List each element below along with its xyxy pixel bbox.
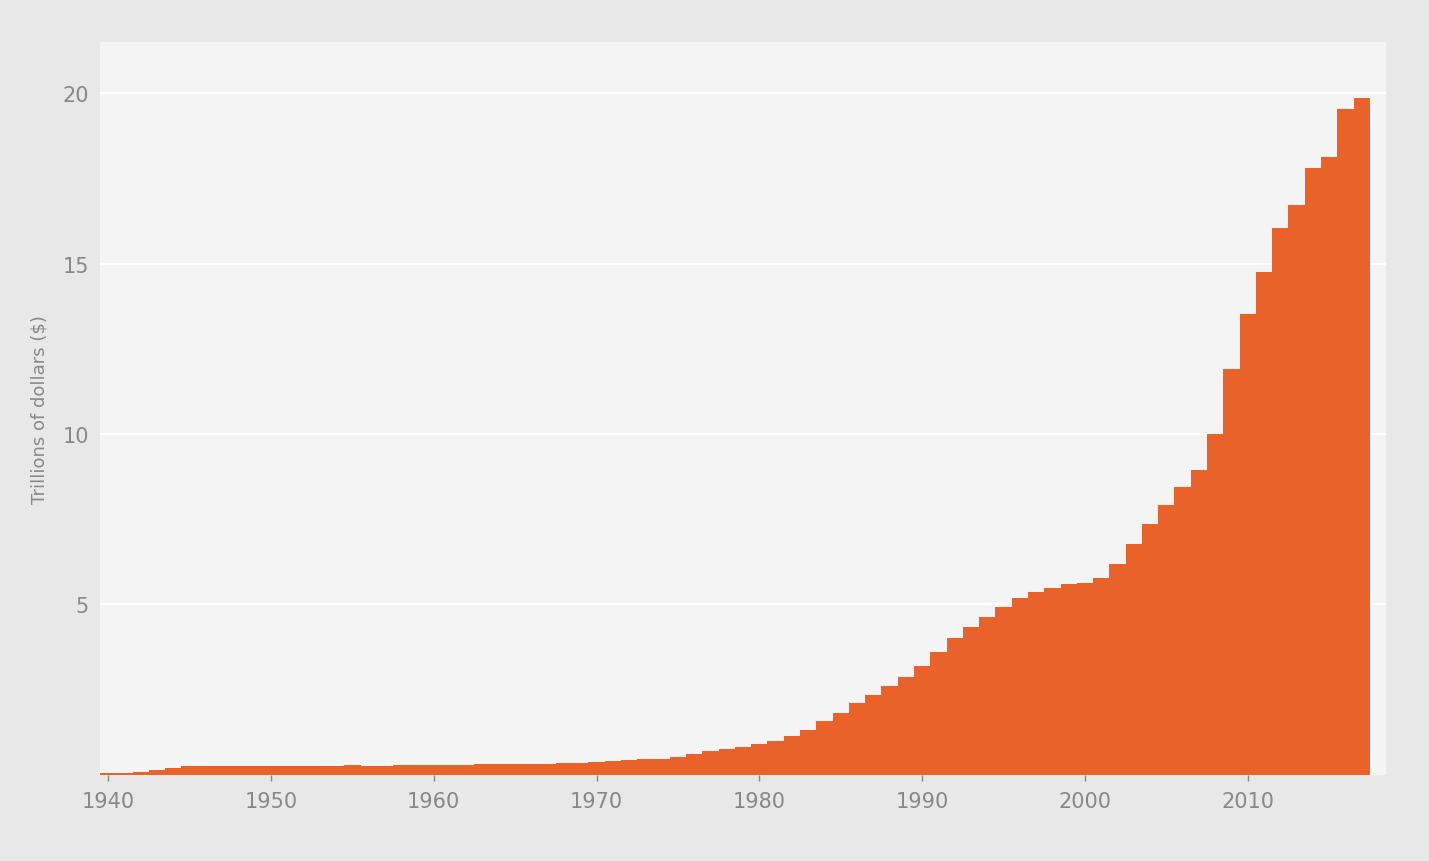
Bar <box>604 761 622 775</box>
Bar <box>327 765 344 775</box>
Bar <box>1175 487 1190 775</box>
Bar <box>670 757 686 775</box>
Bar <box>540 764 556 775</box>
Bar <box>1060 584 1077 775</box>
Bar <box>1305 170 1320 775</box>
Bar <box>166 768 181 775</box>
Bar <box>474 765 490 775</box>
Bar <box>296 766 312 775</box>
Bar <box>735 746 752 775</box>
Bar <box>915 666 930 775</box>
Y-axis label: Trillions of dollars ($): Trillions of dollars ($) <box>30 314 49 504</box>
Bar <box>490 765 507 775</box>
Bar <box>882 686 897 775</box>
Bar <box>752 744 767 775</box>
Bar <box>426 765 442 775</box>
Bar <box>572 763 589 775</box>
Bar <box>459 765 474 775</box>
Bar <box>214 766 230 775</box>
Bar <box>719 749 735 775</box>
Bar <box>930 653 946 775</box>
Bar <box>377 765 393 775</box>
Bar <box>767 741 783 775</box>
Bar <box>393 765 409 775</box>
Bar <box>1027 592 1045 775</box>
Bar <box>703 751 719 775</box>
Bar <box>849 703 865 775</box>
Bar <box>800 730 816 775</box>
Bar <box>1126 545 1142 775</box>
Bar <box>1353 99 1370 775</box>
Bar <box>197 765 214 775</box>
Bar <box>1223 369 1239 775</box>
Bar <box>783 736 800 775</box>
Bar <box>247 766 263 775</box>
Bar <box>897 678 915 775</box>
Bar <box>865 695 882 775</box>
Bar <box>1109 564 1126 775</box>
Bar <box>344 765 360 775</box>
Bar <box>312 765 327 775</box>
Bar <box>409 765 426 775</box>
Bar <box>263 766 279 775</box>
Bar <box>622 760 637 775</box>
Bar <box>181 766 197 775</box>
Bar <box>963 627 979 775</box>
Bar <box>946 639 963 775</box>
Bar <box>1320 158 1338 775</box>
Bar <box>1289 206 1305 775</box>
Bar <box>1256 272 1272 775</box>
Bar <box>686 753 703 775</box>
Bar <box>653 759 670 775</box>
Bar <box>523 764 540 775</box>
Bar <box>556 763 572 775</box>
Bar <box>1208 435 1223 775</box>
Bar <box>360 765 377 775</box>
Bar <box>230 766 247 775</box>
Bar <box>979 616 996 775</box>
Bar <box>816 722 833 775</box>
Bar <box>833 713 849 775</box>
Bar <box>1012 598 1027 775</box>
Bar <box>100 773 116 775</box>
Bar <box>149 771 166 775</box>
Bar <box>1045 588 1060 775</box>
Bar <box>637 759 653 775</box>
Bar <box>1159 505 1175 775</box>
Bar <box>116 773 133 775</box>
Bar <box>507 764 523 775</box>
Bar <box>1338 110 1353 775</box>
Bar <box>1272 228 1289 775</box>
Bar <box>996 607 1012 775</box>
Bar <box>1093 579 1109 775</box>
Bar <box>279 766 296 775</box>
Bar <box>133 772 149 775</box>
Bar <box>442 765 459 775</box>
Bar <box>1190 470 1208 775</box>
Bar <box>1077 583 1093 775</box>
Bar <box>1142 524 1159 775</box>
Bar <box>1239 314 1256 775</box>
Bar <box>589 762 604 775</box>
